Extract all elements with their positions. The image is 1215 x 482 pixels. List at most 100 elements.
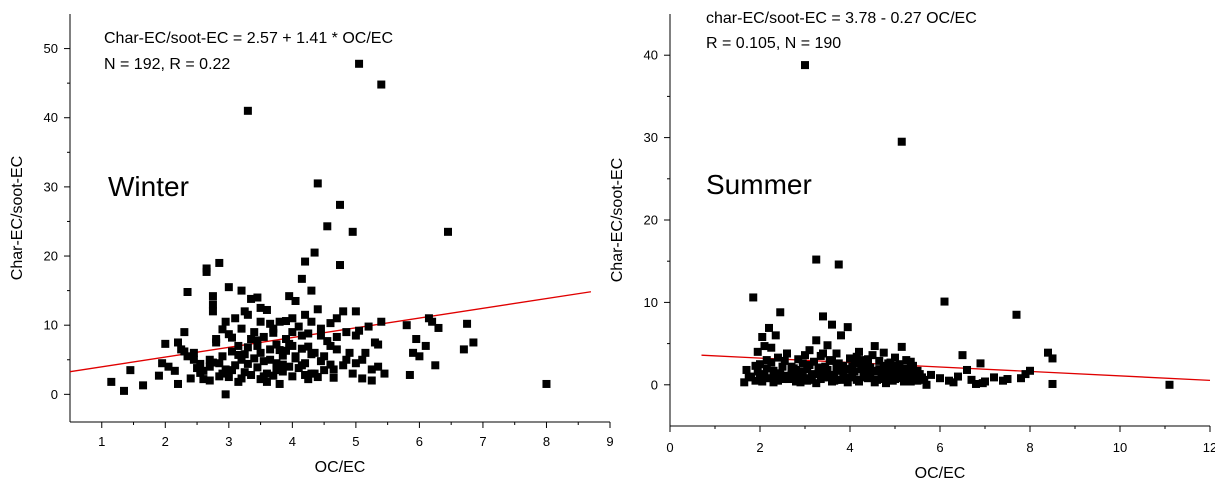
data-point (850, 367, 859, 376)
data-point (339, 361, 348, 370)
data-point (161, 339, 170, 348)
x-tick-label: 8 (1026, 440, 1033, 455)
data-point (361, 348, 370, 357)
data-point (830, 370, 839, 379)
data-point (823, 341, 832, 350)
data-point (316, 331, 325, 340)
data-point (231, 361, 240, 370)
data-point (208, 292, 217, 301)
data-point (326, 341, 335, 350)
winter-fit-equation: Char-EC/soot-EC = 2.57 + 1.41 * OC/EC (104, 30, 393, 47)
data-point (765, 374, 773, 383)
data-point (796, 378, 805, 387)
data-point (875, 356, 884, 365)
data-point (323, 337, 332, 346)
data-point (798, 367, 807, 376)
data-point (774, 353, 782, 362)
y-tick-label: 30 (644, 130, 658, 145)
y-tick-label: 20 (44, 249, 58, 264)
data-point (807, 372, 816, 381)
data-point (326, 360, 335, 369)
data-point (893, 361, 902, 370)
data-point (940, 297, 949, 306)
data-point (897, 137, 906, 146)
data-point (358, 374, 367, 383)
data-point (247, 370, 256, 379)
data-point (902, 367, 911, 376)
x-tick-label: 4 (289, 434, 296, 449)
data-point (291, 296, 300, 305)
data-point (183, 287, 192, 296)
data-point (841, 374, 850, 383)
data-point (374, 362, 383, 371)
data-point (787, 368, 796, 377)
data-point (355, 326, 364, 335)
data-point (332, 314, 341, 323)
data-point (866, 363, 875, 372)
data-point (285, 362, 294, 371)
data-point (758, 377, 767, 386)
data-point (323, 222, 332, 231)
data-point (756, 360, 764, 369)
data-point (758, 333, 767, 342)
data-point (253, 341, 262, 350)
data-point (812, 255, 821, 264)
x-tick-label: 10 (1113, 440, 1127, 455)
data-point (154, 371, 163, 380)
data-point (882, 379, 890, 388)
data-point (767, 358, 776, 367)
winter-fit-stats: N = 192, R = 0.22 (104, 56, 230, 73)
data-point (832, 375, 841, 384)
data-point (186, 374, 195, 383)
data-point (915, 370, 924, 379)
y-tick-label: 40 (644, 48, 658, 63)
data-point (301, 310, 310, 319)
data-point (877, 375, 886, 384)
data-point (837, 331, 845, 340)
data-point (253, 293, 262, 302)
data-point (262, 377, 271, 386)
data-point (180, 328, 189, 337)
x-tick-label: 2 (162, 434, 169, 449)
summer-plot-area: 0 2 4 6 8 10 12 0 10 20 30 40 (644, 14, 1215, 455)
data-point (893, 365, 902, 374)
data-point (256, 348, 265, 357)
data-point (262, 305, 271, 314)
data-point (762, 356, 771, 365)
data-point (798, 359, 807, 368)
data-point (846, 373, 854, 382)
data-point (183, 352, 192, 361)
data-point (364, 322, 373, 331)
x-tick-label: 12 (1203, 440, 1215, 455)
data-point (870, 378, 879, 387)
data-point (224, 373, 233, 382)
data-point (329, 365, 338, 374)
data-point (769, 366, 778, 375)
data-point (882, 373, 890, 382)
summer-season-label: Summer (706, 169, 812, 200)
y-tick-label: 40 (44, 110, 58, 125)
data-point (247, 335, 256, 344)
winter-panel: 1 2 3 4 5 6 7 8 9 0 10 20 30 40 50 OC/EC Char-EC/soot… (9, 14, 614, 476)
data-point (1012, 310, 1021, 319)
data-point (304, 375, 313, 384)
data-point (801, 351, 809, 360)
data-point (275, 346, 284, 355)
data-point (911, 373, 920, 382)
data-point (861, 368, 870, 377)
data-point (812, 379, 821, 388)
data-point (297, 361, 306, 370)
winter-fit-line (69, 291, 592, 373)
data-point (259, 332, 268, 341)
data-point (345, 348, 354, 357)
data-point (805, 361, 814, 370)
data-point (278, 367, 287, 376)
data-point (828, 377, 836, 386)
data-point (789, 373, 798, 382)
data-point (895, 370, 904, 379)
summer-y-axis-label: Char-EC/soot-EC (609, 158, 626, 282)
data-point (828, 320, 836, 329)
y-tick-label: 10 (44, 318, 58, 333)
data-point (794, 355, 803, 364)
data-point (367, 365, 376, 374)
